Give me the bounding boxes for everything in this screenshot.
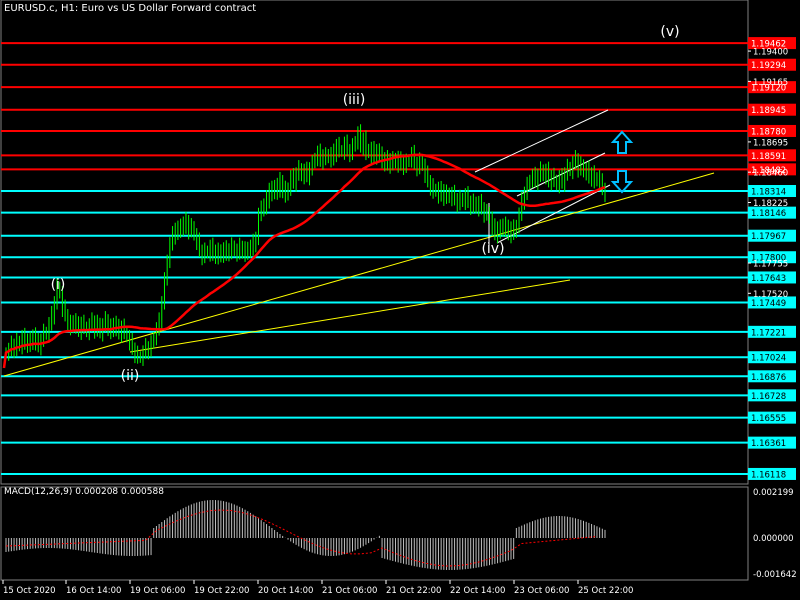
level-tag [748, 370, 796, 383]
level-tag-label: 1.17800 [751, 254, 786, 264]
lower-trend-line [129, 279, 571, 353]
chart-title: EURUSD.c, H1: Euro vs US Dollar Forward … [4, 3, 257, 14]
level-tag [748, 325, 796, 338]
level-tag [748, 206, 796, 219]
level-tag-label: 1.16728 [751, 392, 786, 402]
level-tag-label: 1.16555 [751, 414, 786, 424]
axis-price-label: 1.17755 [753, 260, 788, 270]
level-tag [748, 103, 796, 116]
level-tag [748, 296, 796, 309]
level-tag [748, 436, 796, 449]
level-tag-label: 1.18146 [751, 209, 786, 219]
support-trend-line [3, 172, 715, 377]
level-tag-label: 1.18482 [751, 166, 786, 176]
level-tag [748, 185, 796, 198]
level-tag-label: 1.19462 [751, 40, 786, 50]
channel-mid-line [516, 152, 606, 197]
level-tag [748, 271, 796, 284]
level-tag [748, 411, 796, 424]
down-arrow-icon [610, 170, 634, 194]
level-tag-label: 1.16361 [751, 439, 786, 449]
wave-label: (ii) [121, 368, 140, 384]
price-axis: 1.19462 1.19294 1.19120 1.18945 1.18780 1.185… [748, 37, 796, 480]
moving-average [2, 153, 606, 369]
main-frame [0, 0, 749, 485]
time-axis: 15 Oct 2020 16 Oct 14:00 19 Oct 06:00 19 Oc… [2, 580, 633, 596]
time-label: 16 Oct 14:00 [66, 586, 121, 596]
level-tag-label: 1.16118 [751, 470, 786, 480]
axis-price-label: 1.19400 [753, 48, 788, 58]
wave-label: (iii) [343, 92, 366, 108]
macd-panel: 0.002199 0.000000 -0.001642 [5, 488, 797, 580]
axis-price-label: 1.17520 [753, 290, 788, 300]
signal-arrows [610, 130, 634, 194]
macd-scale-label: 0.000000 [753, 534, 794, 544]
axis-price-label: 1.19165 [753, 78, 788, 88]
macd-frame [0, 486, 749, 581]
macd-signal-line [5, 509, 597, 567]
time-label: 21 Oct 22:00 [386, 586, 441, 596]
time-label: 25 Oct 22:00 [578, 586, 633, 596]
wave-labels: (i) (ii) (iii) (iv) (v) [51, 24, 680, 384]
channel-lower-line [496, 184, 611, 244]
axis-price-label: 1.18695 [753, 138, 788, 148]
time-label: 22 Oct 14:00 [450, 586, 505, 596]
level-tag-label: 1.18945 [751, 106, 786, 116]
time-label: 21 Oct 06:00 [322, 586, 377, 596]
level-tag [748, 229, 796, 242]
axis-price-label: 1.18460 [753, 169, 788, 179]
macd-title: MACD(12,26,9) 0.000208 0.000588 [4, 487, 164, 497]
wave-label: (i) [51, 277, 66, 293]
level-tag-label: 1.16876 [751, 373, 786, 383]
time-label: 19 Oct 22:00 [194, 586, 249, 596]
time-label: 23 Oct 06:00 [514, 586, 569, 596]
channel-upper-line [474, 109, 609, 173]
time-label: 15 Oct 2020 [3, 586, 56, 596]
ma-line [2, 153, 606, 369]
level-tag [748, 81, 796, 94]
level-tag-label: 1.17643 [751, 274, 786, 284]
macd-scale-label: 0.002199 [753, 488, 794, 498]
level-tag-label: 1.18780 [751, 127, 786, 137]
level-tag [748, 149, 796, 162]
level-tag [748, 163, 796, 176]
level-tag-label: 1.18591 [751, 152, 786, 162]
level-tag [748, 467, 796, 480]
price-bars [5, 124, 606, 366]
level-tag [748, 351, 796, 364]
axis-price-label: 1.18225 [753, 199, 788, 209]
up-arrow-icon [610, 130, 634, 154]
level-tag [748, 251, 796, 264]
time-label: 19 Oct 06:00 [130, 586, 185, 596]
level-tag-label: 1.17449 [751, 299, 786, 309]
macd-scale-label: -0.001642 [753, 570, 797, 580]
level-tag-label: 1.17024 [751, 354, 786, 364]
wave-label: (v) [660, 24, 679, 40]
level-tag-label: 1.19294 [751, 61, 786, 71]
level-tag [748, 58, 796, 71]
level-tag [748, 124, 796, 137]
time-label: 20 Oct 14:00 [258, 586, 313, 596]
level-tag [748, 37, 796, 50]
level-tag-label: 1.19120 [751, 84, 786, 94]
trend-lines [3, 109, 715, 377]
wave-label: (iv) [481, 241, 504, 257]
level-tag [748, 389, 796, 402]
level-tag-label: 1.17967 [751, 232, 786, 242]
level-tag-label: 1.18314 [751, 188, 786, 198]
level-tag-label: 1.17221 [751, 328, 786, 338]
